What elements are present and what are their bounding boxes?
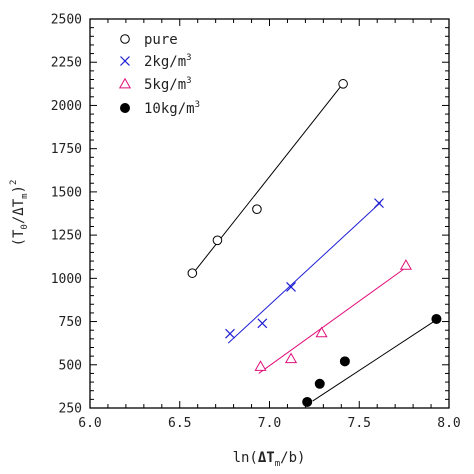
- axis-tick-labels: 6.0 6.5 7.0 7.5 8.0 250 500 750 1000 1250 1500 1750…: [51, 13, 461, 432]
- data-point-series-4: [314, 378, 325, 389]
- data-point-series-1: [212, 235, 223, 246]
- y-tick-label: 2500: [51, 13, 82, 28]
- y-tick-label: 500: [59, 358, 82, 373]
- x-axis-label: ln(ΔTm/b): [233, 450, 306, 469]
- data-point-series-1: [338, 79, 348, 89]
- y-label-superscript: 2: [9, 180, 19, 185]
- y-label-part-1: (T: [11, 229, 27, 246]
- y-tick-label: 1250: [51, 229, 82, 244]
- data-point-series-1: [252, 204, 262, 214]
- y-tick-label: 2250: [51, 56, 82, 71]
- x-tick-label: 6.5: [168, 416, 191, 431]
- x-label-subscript: m: [275, 459, 280, 469]
- y-tick-label: 750: [59, 315, 82, 330]
- x-label-part-1: ln(: [233, 450, 258, 466]
- data-point-series-2: [257, 318, 268, 329]
- legend: pure 2kg/m3 5kg/m3 10kg/m3: [118, 32, 200, 117]
- axis-ticks: [89, 18, 450, 409]
- legend-label-2kg: 2kg/m3: [144, 53, 192, 70]
- x-tick-label: 8.0: [437, 416, 460, 431]
- y-tick-label: 1500: [51, 185, 82, 200]
- fit-line-3: [258, 265, 409, 374]
- data-point-series-4: [339, 356, 350, 367]
- plot-frame: [89, 18, 450, 409]
- fit-line-2: [227, 201, 382, 344]
- data-point-series-2: [286, 282, 296, 292]
- x-label-part-3: /b): [280, 450, 305, 466]
- legend-markers: [118, 34, 132, 113]
- data-point-series-4: [302, 396, 313, 407]
- data-point-series-4: [431, 313, 442, 324]
- x-tick-label: 7.0: [258, 416, 281, 431]
- y-label-part-3: ): [11, 185, 27, 193]
- legend-marker-3: [118, 77, 132, 89]
- y-tick-label: 1750: [51, 142, 82, 157]
- data-point-series-1: [187, 268, 198, 278]
- x-tick-label: 7.5: [348, 416, 371, 431]
- y-label-subscript-0: 0: [20, 224, 30, 229]
- fit-line-4: [312, 319, 437, 402]
- legend-marker-4: [120, 103, 130, 113]
- legend-label-10kg: 10kg/m3: [144, 100, 200, 117]
- legend-label-pure: pure: [144, 32, 178, 48]
- y-tick-label: 1000: [51, 272, 82, 287]
- y-label-part-2: /ΔT: [11, 198, 27, 224]
- data-point-series-2: [225, 328, 235, 339]
- legend-label-5kg: 5kg/m3: [144, 76, 192, 93]
- data-point-series-3: [284, 352, 298, 364]
- data-point-series-3: [254, 360, 267, 371]
- data-point-series-3: [315, 326, 328, 338]
- y-axis-label: (T0/ΔTm)2: [9, 180, 30, 247]
- data-point-series-2: [374, 198, 384, 209]
- data-point-series-3: [399, 259, 412, 270]
- x-tick-label: 6.0: [78, 416, 101, 431]
- y-label-subscript-m: m: [20, 193, 30, 198]
- legend-marker-2: [120, 56, 130, 66]
- x-label-part-2: ΔT: [258, 450, 275, 466]
- legend-marker-1: [120, 34, 130, 44]
- data-points: [187, 79, 442, 407]
- y-tick-label: 2000: [51, 99, 82, 114]
- y-tick-label: 250: [59, 402, 82, 417]
